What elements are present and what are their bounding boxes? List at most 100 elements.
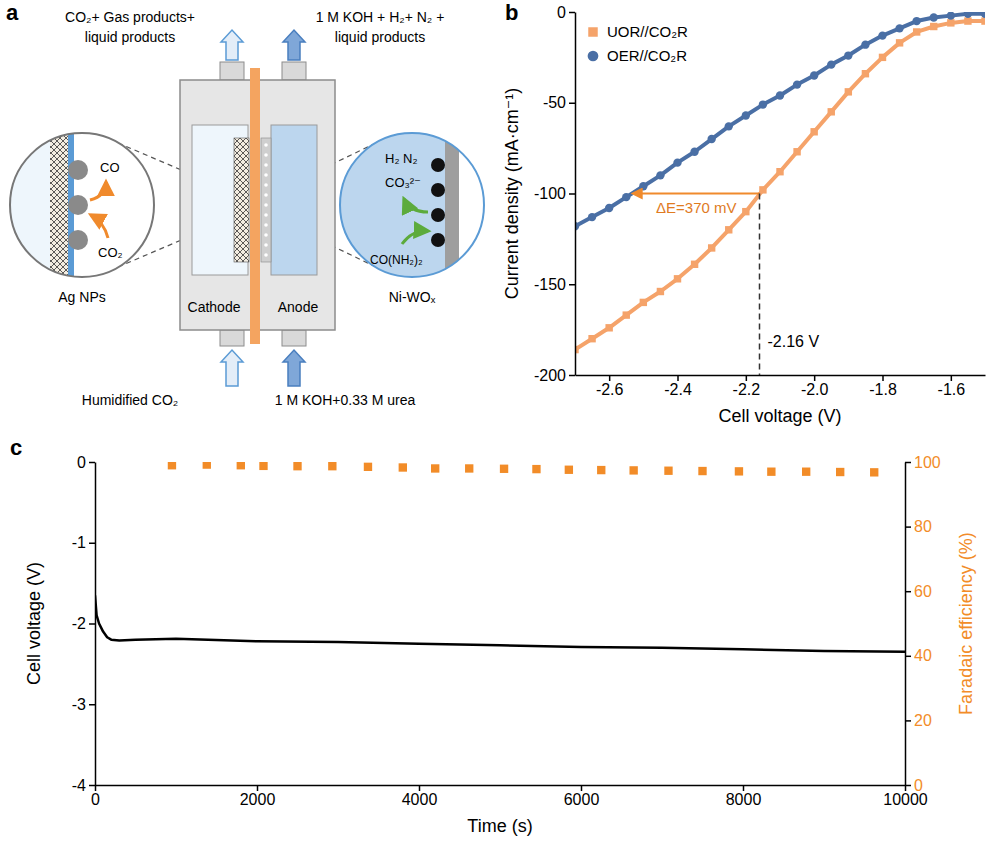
- pore: [264, 223, 268, 227]
- x-axis-tick: -2.2: [733, 375, 761, 398]
- layer: [50, 130, 68, 280]
- data-point: [810, 128, 817, 135]
- data-point: [913, 28, 920, 35]
- catalyst-particle: [431, 183, 445, 197]
- tick-mark: [905, 462, 911, 464]
- y-axis-tick: -200: [534, 367, 575, 384]
- tick-mark: [569, 284, 575, 286]
- cathode-chamber: [192, 125, 248, 275]
- axis-title: Faradaic efficiency (%): [956, 532, 976, 715]
- tick-label: 100: [914, 454, 941, 471]
- tick-label: 4000: [402, 791, 438, 808]
- tick-label: -1: [72, 534, 86, 551]
- y2-axis-tick: 60: [905, 583, 932, 600]
- x-axis-tick: 8000: [726, 785, 762, 808]
- species-label: CO(NH₂)₂: [370, 253, 423, 267]
- data-point: [767, 468, 775, 476]
- panel-letter: c: [10, 435, 22, 460]
- data-point: [827, 60, 835, 68]
- y2-axis-tick: 0: [905, 777, 923, 794]
- data-point: [364, 463, 372, 471]
- x-axis-tick: 4000: [402, 785, 438, 808]
- y-axis-tick: -100: [534, 185, 575, 202]
- tick-mark: [609, 375, 611, 381]
- axis-title: Cell voltage (V): [24, 562, 44, 685]
- y-axis-tick: -150: [534, 276, 575, 293]
- y2-axis-tick: 100: [905, 454, 941, 471]
- y-axis-tick: 0: [77, 454, 95, 471]
- data-point: [673, 158, 681, 166]
- anode-chamber: [271, 125, 317, 275]
- pore: [264, 183, 268, 187]
- panel-letter: b: [505, 0, 518, 25]
- tick-label: -2.6: [596, 381, 624, 398]
- data-point: [725, 122, 733, 130]
- pore: [264, 233, 268, 237]
- flow-arrow: [283, 30, 305, 60]
- data-point: [725, 226, 732, 233]
- tick-mark: [905, 720, 911, 722]
- tick-mark: [569, 103, 575, 105]
- tick-mark: [569, 193, 575, 195]
- tick-label: -2.0: [801, 381, 829, 398]
- data-point: [759, 186, 766, 193]
- data-point: [828, 108, 835, 115]
- data-point: [759, 100, 767, 108]
- tick-mark: [89, 623, 95, 625]
- catalyst-particle: [431, 233, 445, 247]
- pore: [264, 203, 268, 207]
- data-point: [259, 462, 267, 470]
- zoom-circle: [10, 133, 154, 277]
- zoom-caption: Ag NPs: [58, 289, 105, 305]
- tick-label: -1.6: [938, 381, 966, 398]
- pore: [264, 143, 268, 147]
- data-point: [861, 40, 869, 48]
- x-axis-tick: 0: [91, 785, 100, 808]
- tick-label: -4: [72, 777, 86, 794]
- tick-mark: [419, 785, 421, 791]
- data-point: [237, 462, 245, 469]
- zoom-ground: [0, 130, 160, 280]
- data-point: [844, 51, 852, 59]
- tick-mark: [569, 375, 575, 377]
- data-point: [836, 468, 844, 476]
- axis-title: Cell voltage (V): [718, 406, 841, 426]
- legend: UOR//CO₂ROER//CO₂R: [588, 23, 688, 64]
- marker-line: [759, 194, 761, 376]
- data-point: [674, 275, 681, 282]
- y-axis-tick: -2: [72, 615, 95, 632]
- delta-arrow: [633, 193, 759, 195]
- x-axis-line: [96, 785, 906, 787]
- zoom-anode: [336, 130, 491, 280]
- membrane: [250, 68, 260, 344]
- y2-axis-tick: 80: [905, 518, 932, 535]
- tick-label: -1.8: [869, 381, 897, 398]
- ag-particle: [68, 195, 88, 215]
- zoom-ground: [336, 130, 491, 280]
- tick-mark: [89, 543, 95, 545]
- data-point: [203, 462, 211, 469]
- reaction-arrow: [402, 231, 428, 244]
- data-point: [964, 17, 971, 24]
- data-point: [640, 299, 647, 306]
- axis-title: Current density (mA·cm⁻¹): [502, 88, 522, 300]
- tick-mark: [581, 785, 583, 791]
- tick-label: 8000: [726, 791, 762, 808]
- y2-axis-tick: 40: [905, 647, 932, 664]
- series-line: [95, 595, 905, 652]
- tick-label: -50: [543, 94, 566, 111]
- data-point: [735, 467, 743, 475]
- y-axis-tick: -3: [72, 696, 95, 713]
- outlet-label: 1 M KOH + H₂+ N₂ +: [316, 9, 445, 25]
- annotation: ΔE=370 mV: [656, 199, 736, 216]
- inlet-label: Humidified CO₂: [82, 392, 178, 408]
- flow-arrow: [221, 350, 243, 386]
- tick-mark: [569, 12, 575, 14]
- data-point: [802, 468, 810, 476]
- data-point: [793, 148, 800, 155]
- outlet-label: CO₂+ Gas products+: [65, 9, 195, 25]
- data-point: [742, 111, 750, 119]
- tick-mark: [89, 462, 95, 464]
- panel-a: aCO₂+ Gas products+liquid products1 M KO…: [0, 0, 491, 408]
- data-point: [878, 31, 886, 39]
